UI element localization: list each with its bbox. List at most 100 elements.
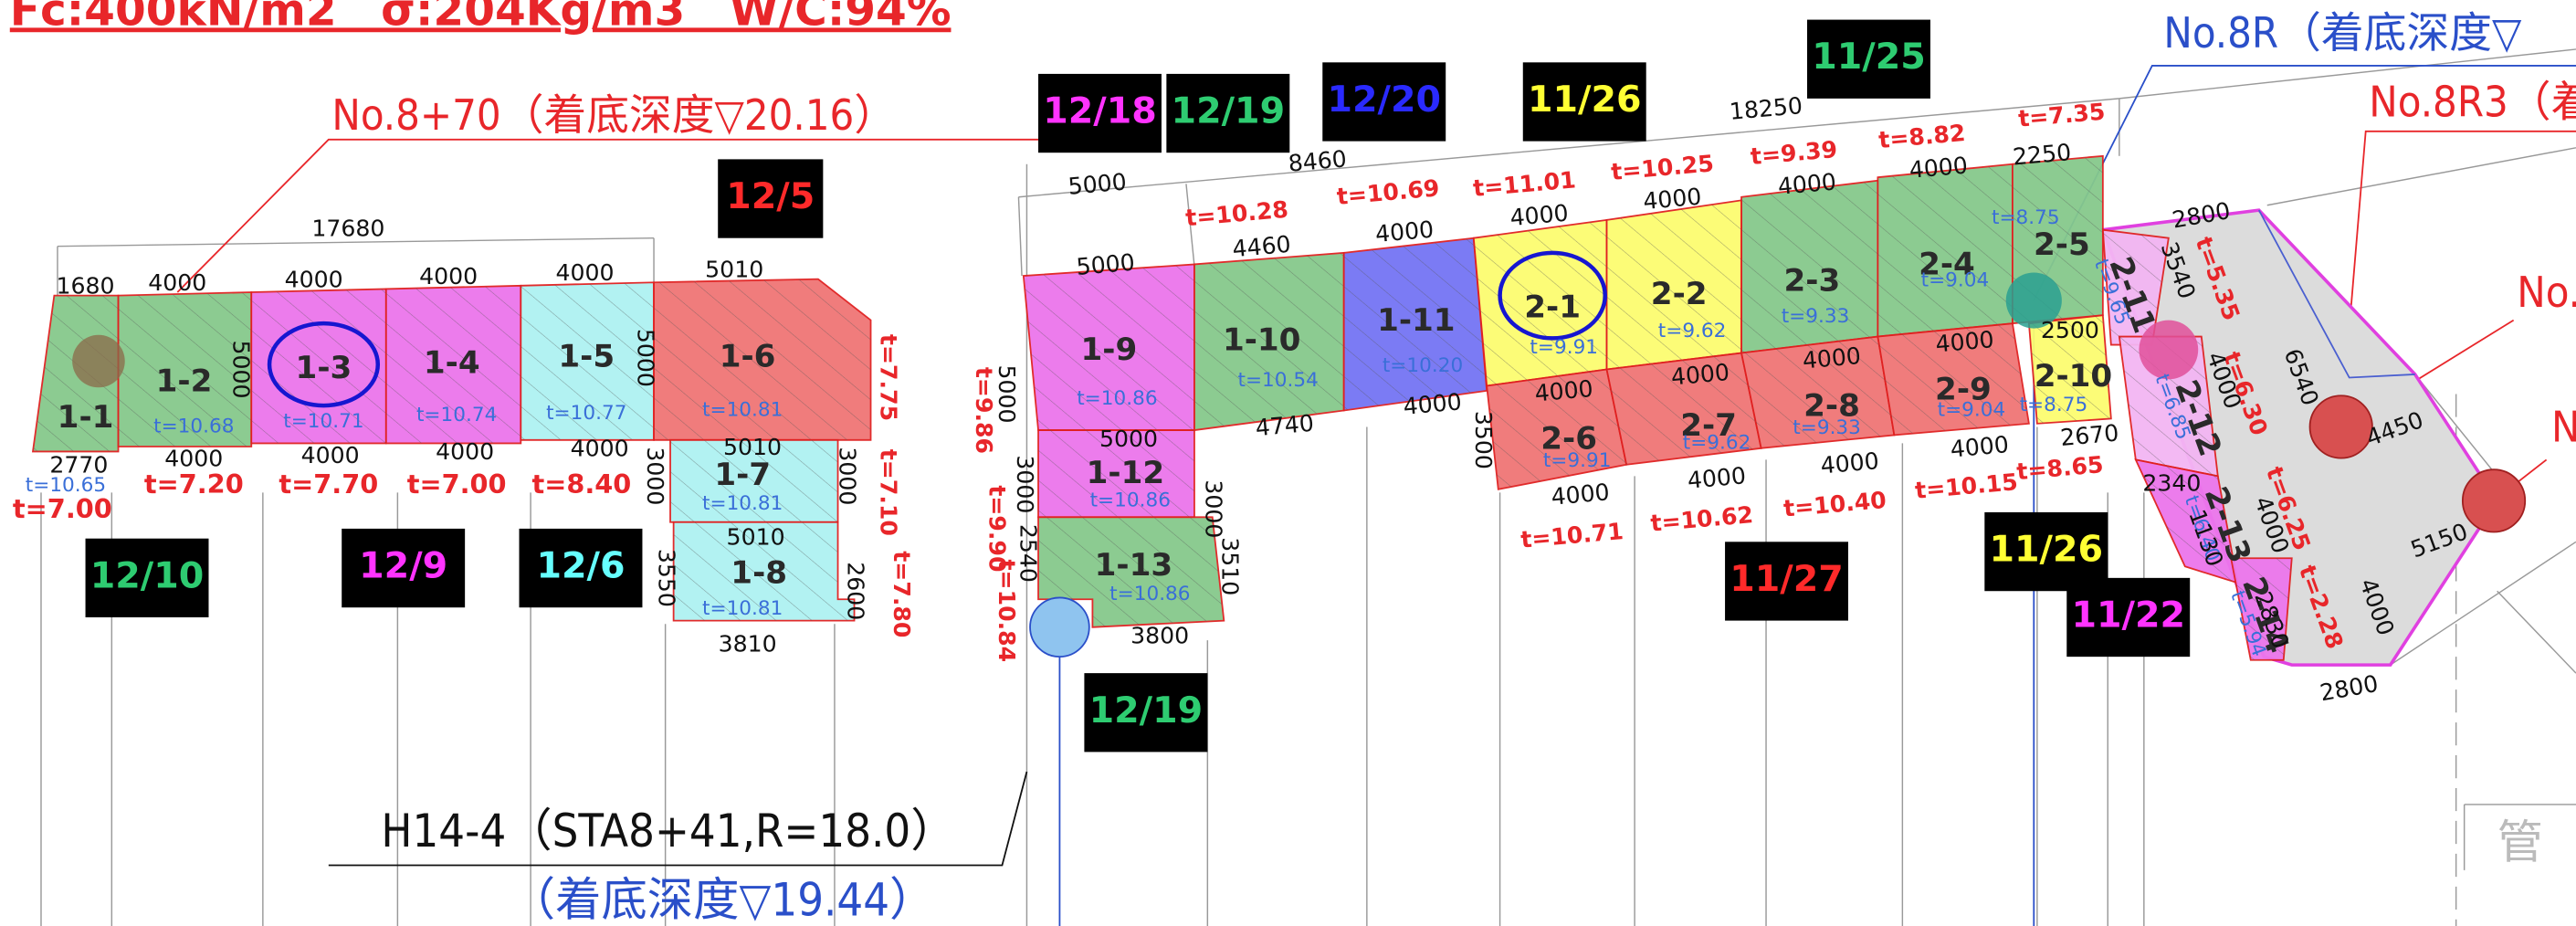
dimension: 2250	[2012, 139, 2072, 170]
dimension: 4000	[285, 266, 343, 292]
dimension: 3800	[1130, 623, 1189, 649]
thickness-label: t=10.28	[1184, 196, 1289, 232]
dimension: 4000	[1950, 431, 2010, 462]
dimension: 5000	[632, 329, 658, 387]
dimension: 4000	[1777, 168, 1837, 199]
block-thickness: t=10.54	[1238, 369, 1319, 392]
block-thickness: t=9.91	[1543, 449, 1612, 472]
thickness-label: t=10.71	[1519, 518, 1624, 553]
date-label: 11/22	[2071, 595, 2185, 637]
block-thickness: t=9.62	[1683, 431, 1751, 454]
dimension: 4000	[1642, 184, 1702, 215]
block-thickness: t=10.81	[702, 597, 783, 620]
dimension: 4000	[1374, 216, 1435, 247]
block-label: 2-1	[1524, 289, 1581, 326]
dimension: 5000	[1099, 426, 1158, 452]
dimension: 4000	[1687, 462, 1747, 493]
thickness-label: t=10.15	[1914, 468, 2019, 504]
block-label: 2-3	[1784, 263, 1841, 300]
block-label: 2-5	[2034, 226, 2090, 263]
dimension: 4000	[571, 436, 629, 462]
block-thickness: t=10.20	[1383, 354, 1463, 377]
dimension: 4460	[1231, 231, 1291, 262]
block-thickness: t=10.86	[1090, 489, 1171, 511]
dimension: 17680	[311, 216, 384, 242]
block-label: 2-10	[2035, 358, 2113, 395]
dimension: 3500	[1470, 411, 1497, 469]
dimension: 3000	[1201, 479, 1227, 538]
block-label: 1-7	[714, 457, 771, 493]
block-label: 1-13	[1095, 547, 1173, 584]
block-thickness: t=9.91	[1530, 336, 1598, 359]
dimension: 8460	[1288, 145, 1348, 176]
dimension: 5000	[228, 341, 255, 399]
thickness-label: t=7.20	[144, 468, 244, 500]
dimension: 4000	[1509, 200, 1569, 231]
date-label: 12/18	[1043, 90, 1157, 132]
thickness-label: t=7.80	[888, 551, 915, 637]
dimension: 2670	[2059, 420, 2119, 451]
date-label: 12/9	[359, 545, 447, 587]
block-label: 1-11	[1377, 302, 1456, 339]
dimension: 1680	[57, 273, 115, 300]
thickness-label: t=8.65	[2015, 451, 2104, 485]
block-thickness: t=8.75	[2020, 394, 2088, 416]
date-label: 11/27	[1730, 558, 1844, 600]
block-thickness: t=10.81	[702, 492, 783, 515]
dimension: 3550	[654, 549, 680, 607]
dimension: 4000	[1533, 375, 1593, 406]
block-thickness: t=9.04	[1938, 398, 2006, 421]
header-title: Fc:400kN/m2 σ:204Kg/m3 W/C:94%	[10, 0, 952, 36]
thickness-label: t=7.00	[13, 493, 112, 524]
dimension: 4740	[1255, 410, 1315, 441]
thickness-label: t=7.70	[279, 468, 378, 500]
callout: No.8+70（着底深度▽20.16）	[331, 91, 897, 141]
date-label: 11/25	[1812, 36, 1926, 78]
block-label: 1-8	[731, 555, 787, 592]
callout: （着底深度▽19.44）	[510, 872, 936, 926]
block-label: 1-12	[1087, 455, 1165, 491]
block-label: 1-1	[58, 399, 114, 436]
dimension: 2340	[2142, 469, 2201, 496]
block-thickness: t=10.74	[416, 404, 497, 426]
block-label: 2-2	[1651, 276, 1708, 312]
callout: 管	[2497, 815, 2543, 868]
dimension: 4000	[1934, 326, 1994, 357]
block-thickness: t=10.71	[283, 410, 363, 433]
callout: N	[2551, 404, 2576, 453]
dimension: 2500	[2041, 317, 2099, 343]
dimension: 2770	[49, 452, 108, 479]
date-label: 12/6	[536, 545, 625, 587]
block-label: 1-4	[424, 345, 480, 382]
dimension: 4000	[1802, 342, 1862, 374]
dimension: 4000	[419, 263, 478, 289]
thickness-label: t=10.40	[1782, 487, 1887, 522]
thickness-label: t=10.69	[1336, 174, 1441, 210]
dimension: 4000	[1908, 152, 1969, 183]
dimension: 4000	[436, 438, 494, 465]
callout: No.	[2517, 268, 2576, 318]
dimension: 3000	[642, 447, 668, 505]
block-thickness: t=10.86	[1109, 583, 1190, 605]
thickness-label: t=8.82	[1877, 120, 1966, 153]
thickness-label: t=8.40	[531, 468, 631, 500]
dimension: 2800	[2318, 670, 2380, 707]
dimension: 18250	[1729, 92, 1803, 125]
dimension: 4000	[1403, 388, 1463, 419]
block-label: 1-5	[558, 338, 615, 374]
callout: No.8R3（着	[2369, 79, 2576, 128]
block-thickness: t=10.68	[153, 415, 234, 437]
block-thickness: t=10.81	[702, 398, 783, 421]
dimension: 5010	[723, 434, 782, 460]
block-label: 1-6	[720, 338, 776, 374]
dimension: 4000	[301, 442, 360, 468]
block-thickness: t=10.86	[1077, 387, 1157, 410]
block-label: 1-10	[1223, 321, 1301, 358]
dimension: 4000	[1670, 359, 1730, 390]
dimension: 5010	[705, 257, 763, 283]
date-label: 12/19	[1172, 90, 1286, 132]
thickness-label: t=9.39	[1750, 136, 1838, 170]
dimension: 4000	[1550, 479, 1610, 510]
dimension: 3810	[719, 631, 777, 658]
block-label: 1-2	[156, 363, 213, 399]
